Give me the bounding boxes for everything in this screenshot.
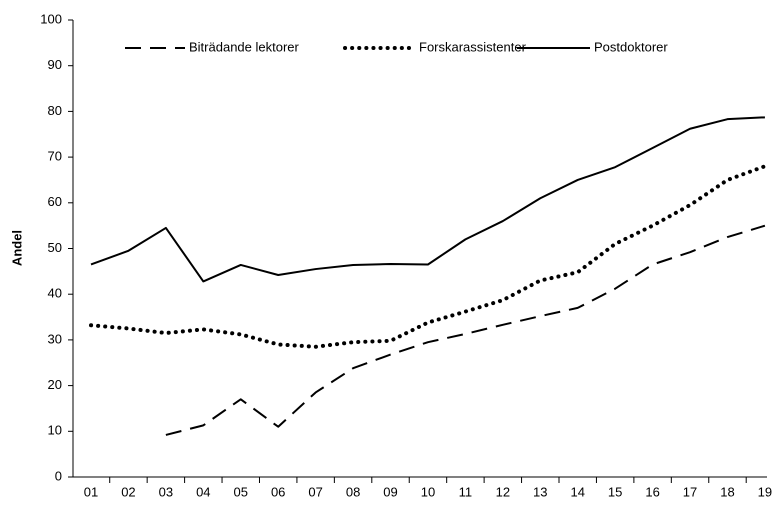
x-tick-label: 09 <box>383 484 397 499</box>
x-tick-label: 14 <box>570 484 584 499</box>
y-tick-label: 60 <box>48 194 62 209</box>
y-tick-label: 80 <box>48 103 62 118</box>
x-tick-label: 03 <box>159 484 173 499</box>
y-tick-label: 50 <box>48 240 62 255</box>
y-tick-label: 40 <box>48 286 62 301</box>
x-tick-label: 19 <box>758 484 772 499</box>
x-tick-label: 05 <box>234 484 248 499</box>
y-tick-label: 10 <box>48 423 62 438</box>
y-tick-label: 0 <box>55 468 62 483</box>
x-tick-label: 04 <box>196 484 210 499</box>
x-tick-label: 10 <box>421 484 435 499</box>
line-series <box>165 224 766 436</box>
line-series <box>90 116 765 283</box>
legend-label: Biträdande lektorer <box>189 39 300 54</box>
x-tick-label: 11 <box>459 484 473 499</box>
y-tick-label: 90 <box>48 57 62 72</box>
y-tick-label: 20 <box>48 377 62 392</box>
x-tick-label: 02 <box>121 484 135 499</box>
x-tick-label: 07 <box>308 484 322 499</box>
x-tick-label: 06 <box>271 484 285 499</box>
x-tick-label: 12 <box>496 484 510 499</box>
y-tick-label: 70 <box>48 149 62 164</box>
line-series <box>89 164 767 349</box>
x-tick-label: 16 <box>645 484 659 499</box>
x-tick-label: 01 <box>84 484 98 499</box>
y-axis-label: Andel <box>9 230 24 266</box>
x-tick-label: 17 <box>683 484 697 499</box>
x-tick-label: 13 <box>533 484 547 499</box>
x-tick-label: 18 <box>720 484 734 499</box>
legend-label: Forskarassistenter <box>419 39 527 54</box>
legend-label: Postdoktorer <box>594 39 668 54</box>
y-tick-label: 100 <box>40 11 62 26</box>
y-tick-label: 30 <box>48 331 62 346</box>
x-tick-label: 08 <box>346 484 360 499</box>
x-tick-label: 15 <box>608 484 622 499</box>
